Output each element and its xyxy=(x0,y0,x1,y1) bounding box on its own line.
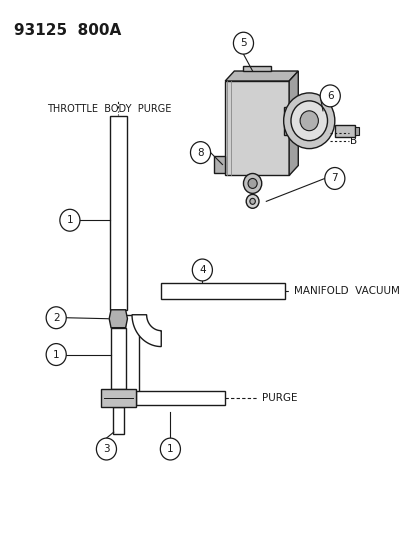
Polygon shape xyxy=(109,310,127,328)
Bar xyxy=(161,283,284,299)
Circle shape xyxy=(324,167,344,189)
Bar xyxy=(111,328,125,389)
Text: 93125  800A: 93125 800A xyxy=(14,23,121,38)
Bar xyxy=(113,407,123,434)
Text: 2: 2 xyxy=(53,313,59,323)
Bar xyxy=(334,125,354,136)
Circle shape xyxy=(249,198,255,204)
Text: PURGE: PURGE xyxy=(261,393,297,403)
Polygon shape xyxy=(283,107,288,135)
Text: 7: 7 xyxy=(331,173,337,183)
Text: B: B xyxy=(349,136,356,146)
Circle shape xyxy=(319,85,339,107)
Bar xyxy=(354,127,358,135)
Circle shape xyxy=(46,307,66,329)
Text: 3: 3 xyxy=(103,444,109,454)
Bar xyxy=(101,389,135,407)
Text: A: A xyxy=(349,128,356,138)
Circle shape xyxy=(96,438,116,460)
Text: 1: 1 xyxy=(66,215,73,225)
Circle shape xyxy=(290,101,327,141)
Text: 5: 5 xyxy=(240,38,246,48)
Bar xyxy=(225,81,288,175)
Circle shape xyxy=(243,173,261,193)
Circle shape xyxy=(46,344,66,366)
Text: 6: 6 xyxy=(326,91,333,101)
Text: THROTTLE  BODY  PURGE: THROTTLE BODY PURGE xyxy=(47,104,171,114)
Polygon shape xyxy=(132,315,161,346)
Polygon shape xyxy=(288,71,297,175)
Text: 8: 8 xyxy=(197,148,203,158)
Circle shape xyxy=(246,195,259,208)
Bar xyxy=(110,116,126,310)
Circle shape xyxy=(60,209,80,231)
Text: 1: 1 xyxy=(53,350,59,360)
Text: 4: 4 xyxy=(199,265,205,275)
Text: MANIFOLD  VACUUM: MANIFOLD VACUUM xyxy=(293,286,399,296)
Circle shape xyxy=(247,179,256,188)
Text: 1: 1 xyxy=(167,444,173,454)
Polygon shape xyxy=(243,66,270,71)
Circle shape xyxy=(190,142,210,164)
Polygon shape xyxy=(225,71,297,81)
Polygon shape xyxy=(214,156,225,173)
Bar xyxy=(135,391,225,405)
Circle shape xyxy=(233,32,253,54)
Circle shape xyxy=(283,93,334,149)
Circle shape xyxy=(160,438,180,460)
Circle shape xyxy=(299,111,318,131)
Bar xyxy=(124,315,139,398)
Circle shape xyxy=(192,259,212,281)
